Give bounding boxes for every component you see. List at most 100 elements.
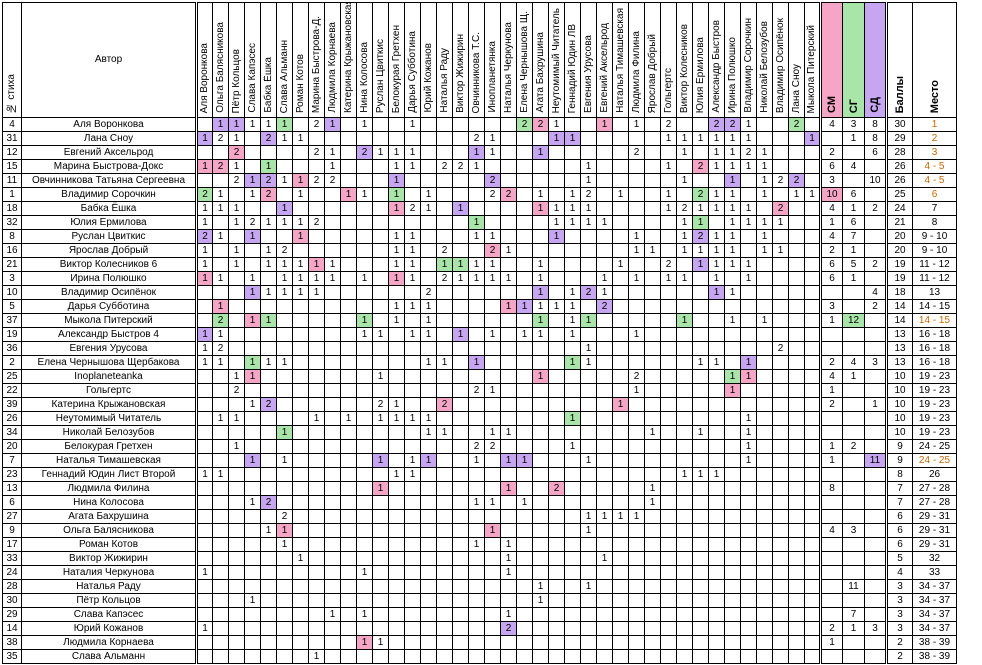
vote-cell — [212, 397, 229, 412]
vote-cell: 1 — [756, 229, 773, 244]
vote-cell — [740, 495, 757, 510]
voter-header-label: Людмила Корнаева — [326, 22, 338, 113]
vote-cell — [708, 537, 725, 552]
vote-cell — [644, 607, 661, 622]
vote-cell — [372, 159, 389, 174]
vote-cell — [212, 173, 229, 188]
vote-cell: 1 — [628, 117, 645, 132]
vote-cell: 1 — [468, 145, 485, 160]
vote-cell — [356, 621, 373, 636]
score-cell: 25 — [885, 187, 913, 202]
vote-cell — [195, 523, 213, 538]
vote-cell: 1 — [244, 495, 261, 510]
vote-cell — [452, 313, 469, 328]
poem-number: 20 — [2, 439, 22, 454]
vote-cell — [372, 593, 389, 608]
vote-cell — [804, 215, 821, 230]
vote-cell — [756, 341, 773, 356]
vote-cell — [628, 425, 645, 440]
vote-cell — [420, 467, 437, 482]
vote-cell — [212, 607, 229, 622]
vote-cell: 1 — [676, 145, 693, 160]
vote-cell — [195, 369, 213, 384]
vote-cell: 1 — [484, 383, 501, 398]
vote-cell — [308, 369, 325, 384]
vote-cell — [564, 649, 581, 664]
vote-cell — [756, 355, 773, 370]
vote-cell — [324, 551, 341, 566]
vote-cell — [708, 523, 725, 538]
sd-cell: 2 — [864, 201, 887, 216]
vote-cell — [612, 327, 629, 342]
vote-cell — [452, 509, 469, 524]
vote-cell — [692, 327, 709, 342]
voter-header-label: Юрий Кожанов — [422, 43, 434, 113]
vote-cell: 1 — [404, 411, 421, 426]
voter-header: Наталья Черкунова — [500, 2, 517, 118]
vote-cell: 1 — [548, 117, 565, 132]
vote-cell — [644, 383, 661, 398]
author-name: Белокурая Гретхен — [21, 439, 197, 454]
voter-header-label: Мыкола Питерский — [806, 24, 817, 113]
vote-cell — [788, 145, 805, 160]
vote-cell: 1 — [580, 341, 597, 356]
vote-cell — [532, 411, 549, 426]
vote-cell — [692, 145, 709, 160]
col-header-place-label: Место — [928, 79, 941, 113]
table-body: 4 Аля Воронкова 1 1 1 1 1 2 1 1 1 2 2 1 1 1 2 2 2 1 2 4 3 8 30 1 3… — [2, 117, 957, 664]
vote-cell — [388, 369, 405, 384]
vote-cell: 1 — [340, 187, 357, 202]
vote-cell — [660, 397, 677, 412]
vote-cell — [740, 551, 757, 566]
score-cell: 26 — [885, 173, 913, 188]
vote-cell: 1 — [228, 243, 245, 258]
vote-cell — [308, 579, 325, 594]
vote-cell: 1 — [708, 145, 725, 160]
vote-cell: 1 — [372, 145, 389, 160]
vote-cell: 1 — [340, 411, 357, 426]
sm-cell: 8 — [819, 481, 843, 496]
vote-cell — [212, 481, 229, 496]
vote-cell — [260, 299, 277, 314]
sm-cell — [819, 425, 843, 440]
vote-cell — [356, 523, 373, 538]
vote-cell — [244, 145, 261, 160]
vote-cell: 1 — [532, 299, 549, 314]
vote-cell — [740, 621, 757, 636]
vote-cell — [420, 159, 437, 174]
sd-cell — [864, 593, 887, 608]
vote-cell: 1 — [708, 355, 725, 370]
vote-cell — [292, 453, 309, 468]
sd-cell — [864, 215, 887, 230]
vote-cell — [516, 579, 533, 594]
vote-cell — [628, 467, 645, 482]
vote-cell: 2 — [212, 131, 229, 146]
vote-cell: 1 — [388, 145, 405, 160]
vote-cell — [484, 537, 501, 552]
vote-cell — [548, 397, 565, 412]
vote-cell: 1 — [372, 453, 389, 468]
vote-cell: 1 — [212, 229, 229, 244]
voter-header: Марина Быстрова-Д. — [308, 2, 325, 118]
vote-cell — [212, 495, 229, 510]
sg-cell — [842, 453, 865, 468]
vote-cell — [244, 607, 261, 622]
vote-cell — [804, 327, 821, 342]
vote-cell: 1 — [244, 355, 261, 370]
vote-cell — [708, 649, 725, 664]
vote-cell — [212, 257, 229, 272]
vote-cell: 1 — [276, 173, 293, 188]
score-cell: 10 — [885, 383, 913, 398]
vote-cell — [212, 425, 229, 440]
vote-cell — [356, 537, 373, 552]
vote-cell — [484, 607, 501, 622]
vote-cell — [260, 467, 277, 482]
poem-number: 8 — [2, 229, 22, 244]
vote-cell: 1 — [388, 257, 405, 272]
vote-cell: 1 — [516, 299, 533, 314]
vote-cell — [548, 383, 565, 398]
vote-cell — [468, 299, 485, 314]
vote-cell: 1 — [404, 229, 421, 244]
voter-header-label: Агата Бахрушина — [534, 32, 546, 113]
vote-cell — [660, 523, 677, 538]
